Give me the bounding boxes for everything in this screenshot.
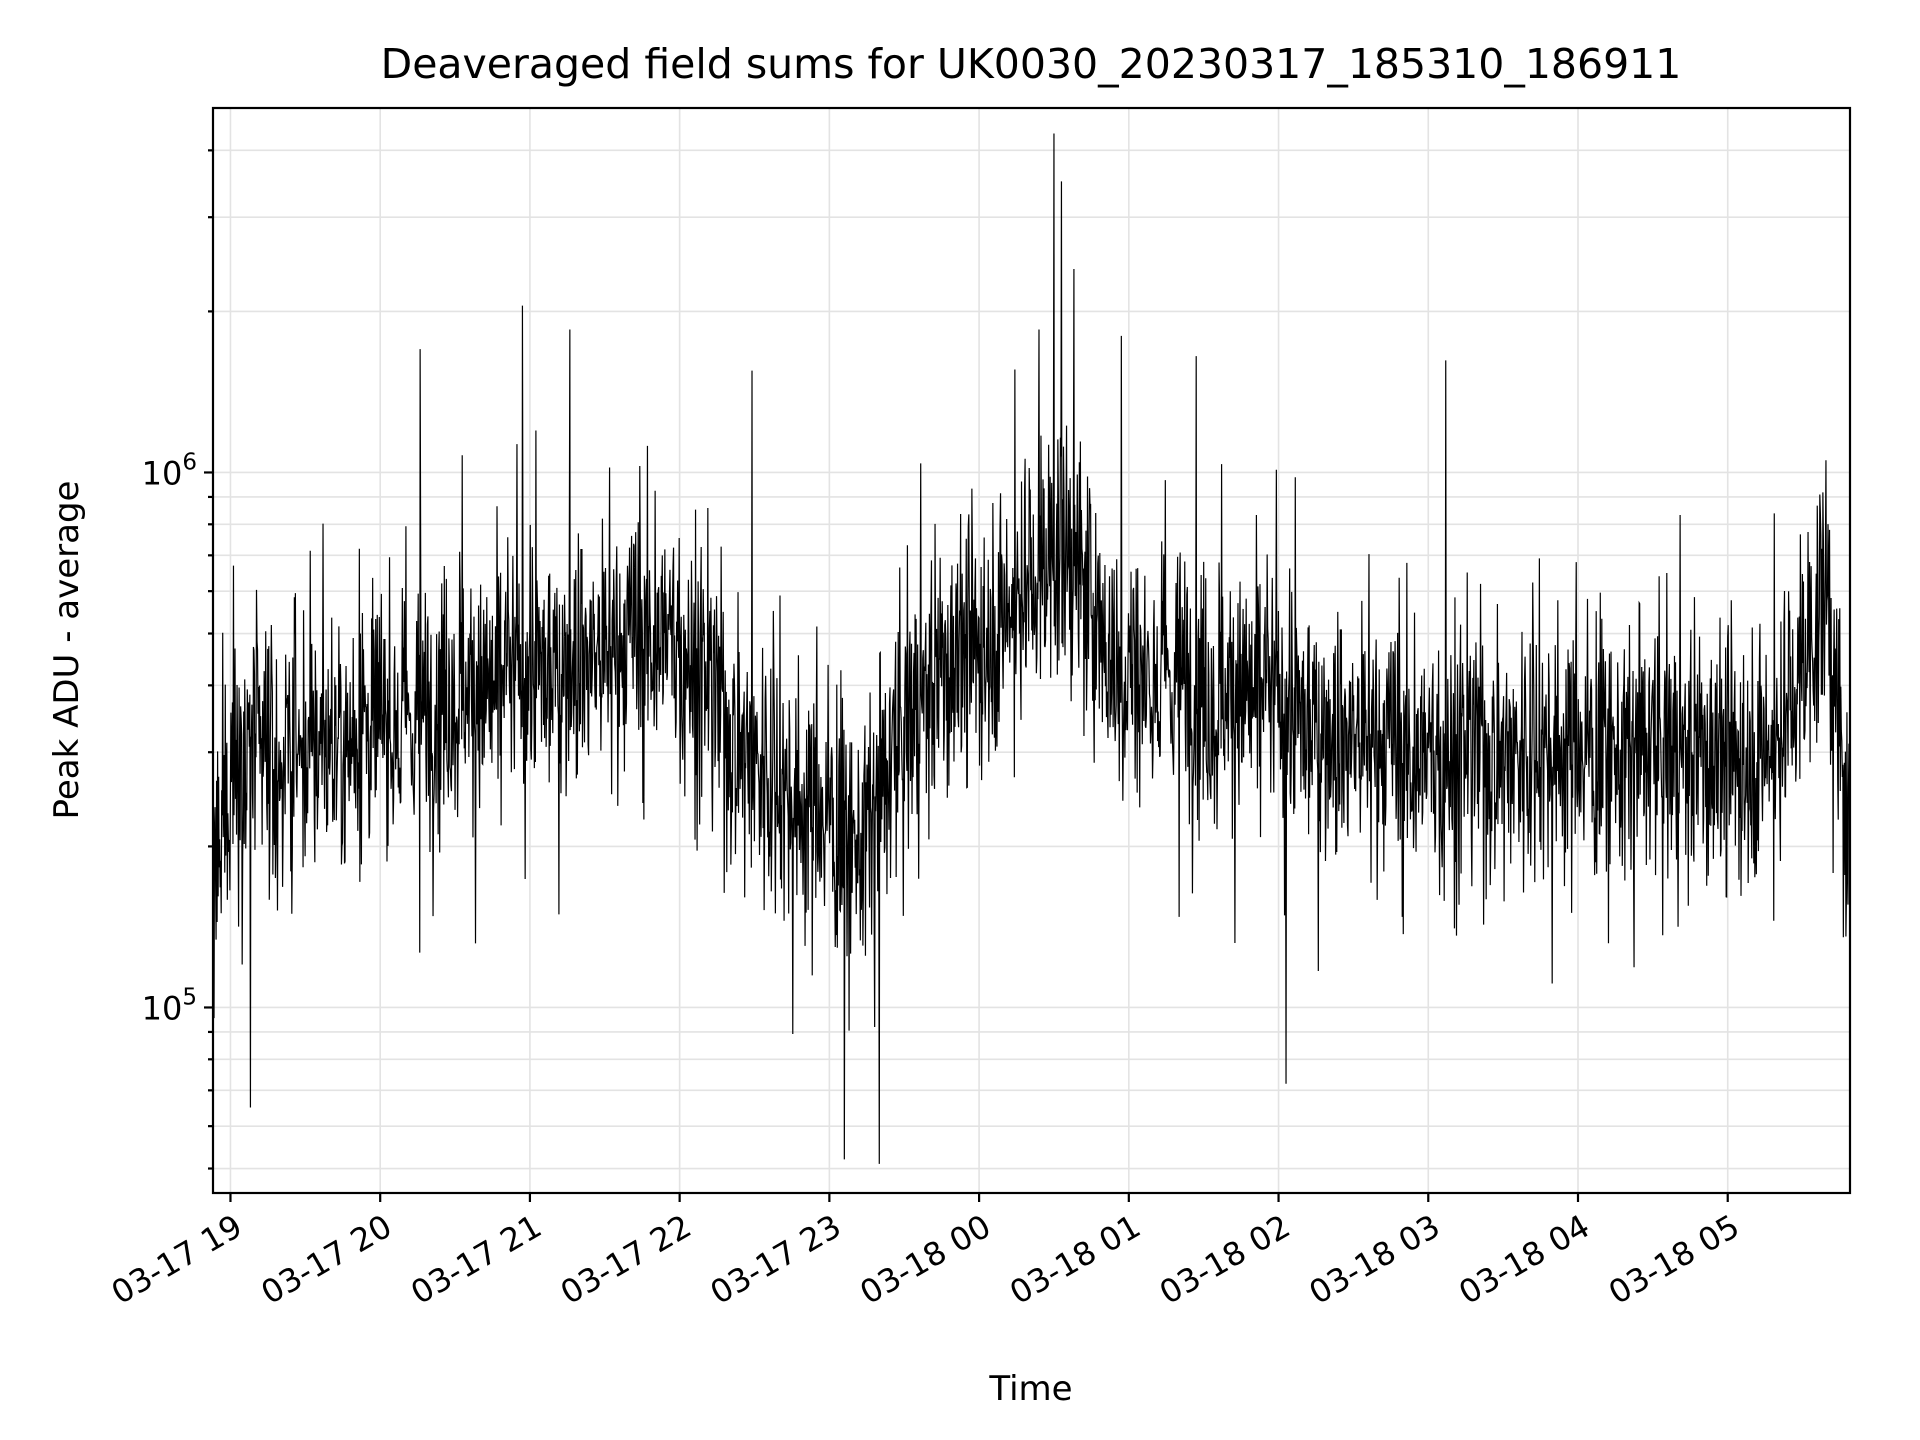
chart-title: Deaveraged field sums for UK0030_2023031…	[381, 40, 1682, 88]
y-tick-mantissa: 10	[142, 989, 183, 1027]
y-axis-label: Peak ADU - average	[47, 481, 87, 820]
y-tick-exponent: 5	[182, 984, 197, 1010]
y-tick-mantissa: 10	[142, 454, 183, 492]
plot-frame	[211, 106, 1852, 1195]
y-tick-label: 106	[142, 449, 197, 492]
x-axis-label: Time	[988, 1369, 1072, 1409]
series-line	[213, 133, 1850, 1164]
y-tick-exponent: 6	[182, 449, 197, 475]
y-tick-label: 105	[142, 984, 197, 1027]
